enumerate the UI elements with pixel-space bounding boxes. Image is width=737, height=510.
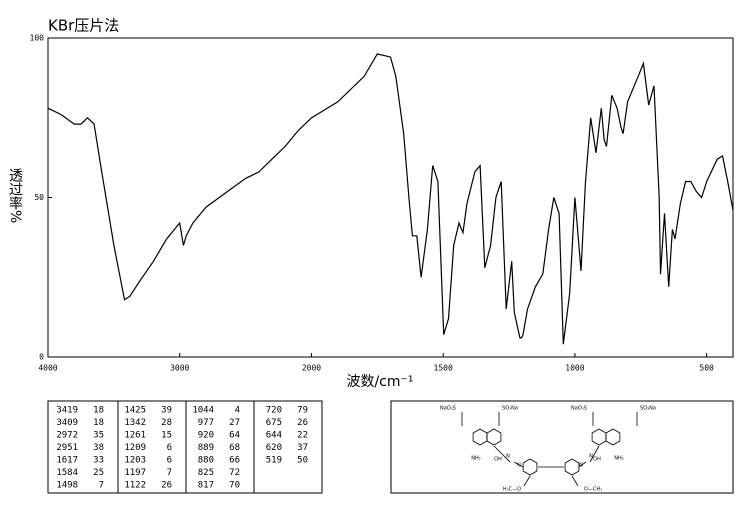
y-tick-label: 0 — [39, 353, 44, 362]
structure-label: O—CH₃ — [584, 487, 602, 493]
structure-label: SO₃Na — [640, 406, 656, 412]
peak-transmittance: 18 — [93, 418, 104, 428]
peak-transmittance: 4 — [235, 406, 240, 416]
peak-wavenumber: 720 — [266, 406, 282, 416]
peak-wavenumber: 1122 — [124, 481, 146, 491]
peak-wavenumber: 1209 — [124, 443, 146, 453]
structure-frame — [390, 400, 734, 494]
chart-title: KBr压片法 — [48, 17, 119, 35]
peak-wavenumber: 1498 — [56, 481, 78, 491]
peak-table-frame — [47, 400, 323, 494]
structure-drawing — [461, 412, 638, 487]
peak-transmittance: 25 — [93, 468, 104, 478]
peak-wavenumber: 3409 — [56, 418, 78, 428]
peak-transmittance: 79 — [297, 406, 308, 416]
structure-label: NaO₃S — [440, 406, 456, 412]
structure-label: N — [506, 454, 510, 460]
peak-wavenumber: 675 — [266, 418, 282, 428]
peak-wavenumber: 1044 — [192, 406, 214, 416]
structure-label: NH₂ — [614, 456, 624, 462]
y-tick-label: 100 — [30, 34, 45, 43]
peak-wavenumber: 825 — [198, 468, 214, 478]
structure-label: H₃C—O — [503, 487, 521, 493]
peak-transmittance: 33 — [93, 456, 104, 466]
x-tick-label: 2000 — [302, 364, 321, 373]
peak-transmittance: 15 — [161, 431, 172, 441]
peak-wavenumber: 644 — [266, 431, 282, 441]
structure-label: NaO₃S — [571, 406, 587, 412]
structure-label: OH — [494, 457, 502, 463]
peak-transmittance: 22 — [297, 431, 308, 441]
peak-transmittance: 70 — [229, 481, 240, 491]
peak-transmittance: 6 — [167, 456, 172, 466]
peak-transmittance: 50 — [297, 456, 308, 466]
peak-wavenumber: 2951 — [56, 443, 78, 453]
ring — [591, 428, 607, 446]
structure-label: SO₃Na — [502, 406, 518, 412]
ring — [605, 428, 621, 446]
peak-wavenumber: 1197 — [124, 468, 146, 478]
peak-wavenumber: 1203 — [124, 456, 146, 466]
x-tick-label: 4000 — [38, 364, 57, 373]
x-tick-label: 1000 — [565, 364, 584, 373]
peak-transmittance: 37 — [297, 443, 308, 453]
structure-label: OH — [593, 457, 601, 463]
ring — [522, 458, 538, 476]
peak-transmittance: 35 — [93, 431, 104, 441]
x-tick-label: 500 — [699, 364, 714, 373]
peak-wavenumber: 1584 — [56, 468, 78, 478]
structure-label: N — [517, 463, 521, 469]
peak-wavenumber: 620 — [266, 443, 282, 453]
peak-transmittance: 26 — [297, 418, 308, 428]
peak-wavenumber: 920 — [198, 431, 214, 441]
peak-transmittance: 27 — [229, 418, 240, 428]
peak-transmittance: 38 — [93, 443, 104, 453]
structure-label: NH₂ — [471, 456, 481, 462]
peak-transmittance: 72 — [229, 468, 240, 478]
y-axis-label: 透过率% — [7, 168, 23, 223]
x-axis-label: 波数/cm⁻¹ — [346, 374, 413, 390]
peak-transmittance: 18 — [93, 406, 104, 416]
peak-wavenumber: 1425 — [124, 406, 146, 416]
peak-transmittance: 6 — [167, 443, 172, 453]
peak-wavenumber: 1261 — [124, 431, 146, 441]
peak-transmittance: 7 — [167, 468, 172, 478]
peak-wavenumber: 519 — [266, 456, 282, 466]
structure-label: N — [589, 454, 593, 460]
peak-transmittance: 64 — [229, 431, 240, 441]
ring — [472, 428, 488, 446]
peak-transmittance: 66 — [229, 456, 240, 466]
spectrum-line — [47, 53, 734, 345]
peak-wavenumber: 2972 — [56, 431, 78, 441]
peak-wavenumber: 977 — [198, 418, 214, 428]
peak-wavenumber: 3419 — [56, 406, 78, 416]
y-tick-label: 50 — [34, 193, 44, 202]
peak-transmittance: 39 — [161, 406, 172, 416]
peak-wavenumber: 1617 — [56, 456, 78, 466]
peak-transmittance: 26 — [161, 481, 172, 491]
peak-wavenumber: 889 — [198, 443, 214, 453]
peak-wavenumber: 1342 — [124, 418, 146, 428]
x-tick-label: 3000 — [170, 364, 189, 373]
peak-transmittance: 7 — [99, 481, 104, 491]
ring — [564, 458, 580, 476]
peak-transmittance: 68 — [229, 443, 240, 453]
peak-wavenumber: 880 — [198, 456, 214, 466]
x-tick-label: 1500 — [434, 364, 453, 373]
plot-frame — [47, 37, 734, 358]
structure-label: N — [579, 463, 583, 469]
peak-wavenumber: 817 — [198, 481, 214, 491]
ring — [486, 428, 502, 446]
peak-transmittance: 28 — [161, 418, 172, 428]
